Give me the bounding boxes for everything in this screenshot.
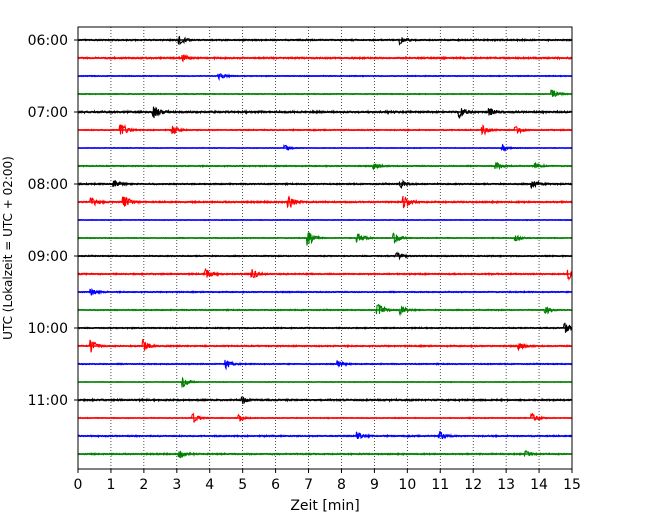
y-axis-title: UTC (Lokalzeit = UTC + 02:00)	[1, 156, 15, 340]
x-axis-ticks: 0 1 2 3 4 5 6 7 8 9 10 11 12 13 14 15	[74, 469, 581, 493]
x-tick-label: 0	[74, 477, 83, 493]
x-tick-label: 14	[530, 477, 548, 493]
x-tick-label: 7	[304, 477, 313, 493]
x-tick-label: 2	[139, 477, 148, 493]
x-axis-title: Zeit [min]	[290, 498, 359, 514]
trace-1045	[77, 376, 573, 388]
x-tick-label: 5	[238, 477, 247, 493]
x-tick-label: 15	[563, 477, 581, 493]
x-tick-label: 13	[497, 477, 515, 493]
y-axis-ticks: 06:00 07:00 08:00 09:00 10:00 11:00	[28, 33, 78, 409]
seismic-traces	[77, 35, 573, 459]
x-tick-label: 4	[205, 477, 214, 493]
y-tick-label: 10:00	[28, 321, 68, 337]
y-tick-label: 07:00	[28, 105, 68, 121]
y-tick-label: 11:00	[28, 393, 68, 409]
x-tick-label: 6	[271, 477, 280, 493]
x-tick-label: 3	[172, 477, 181, 493]
y-tick-label: 09:00	[28, 249, 68, 265]
y-tick-label: 08:00	[28, 177, 68, 193]
plot-frame	[77, 26, 573, 470]
trace-1130	[77, 430, 573, 440]
x-tick-label: 10	[398, 477, 416, 493]
x-tick-label: 8	[337, 477, 346, 493]
trace-0845	[77, 232, 573, 246]
x-tick-label: 1	[106, 477, 115, 493]
x-tick-label: 11	[431, 477, 449, 493]
x-tick-label: 12	[464, 477, 482, 493]
x-tick-label: 9	[370, 477, 379, 493]
y-tick-label: 06:00	[28, 33, 68, 49]
